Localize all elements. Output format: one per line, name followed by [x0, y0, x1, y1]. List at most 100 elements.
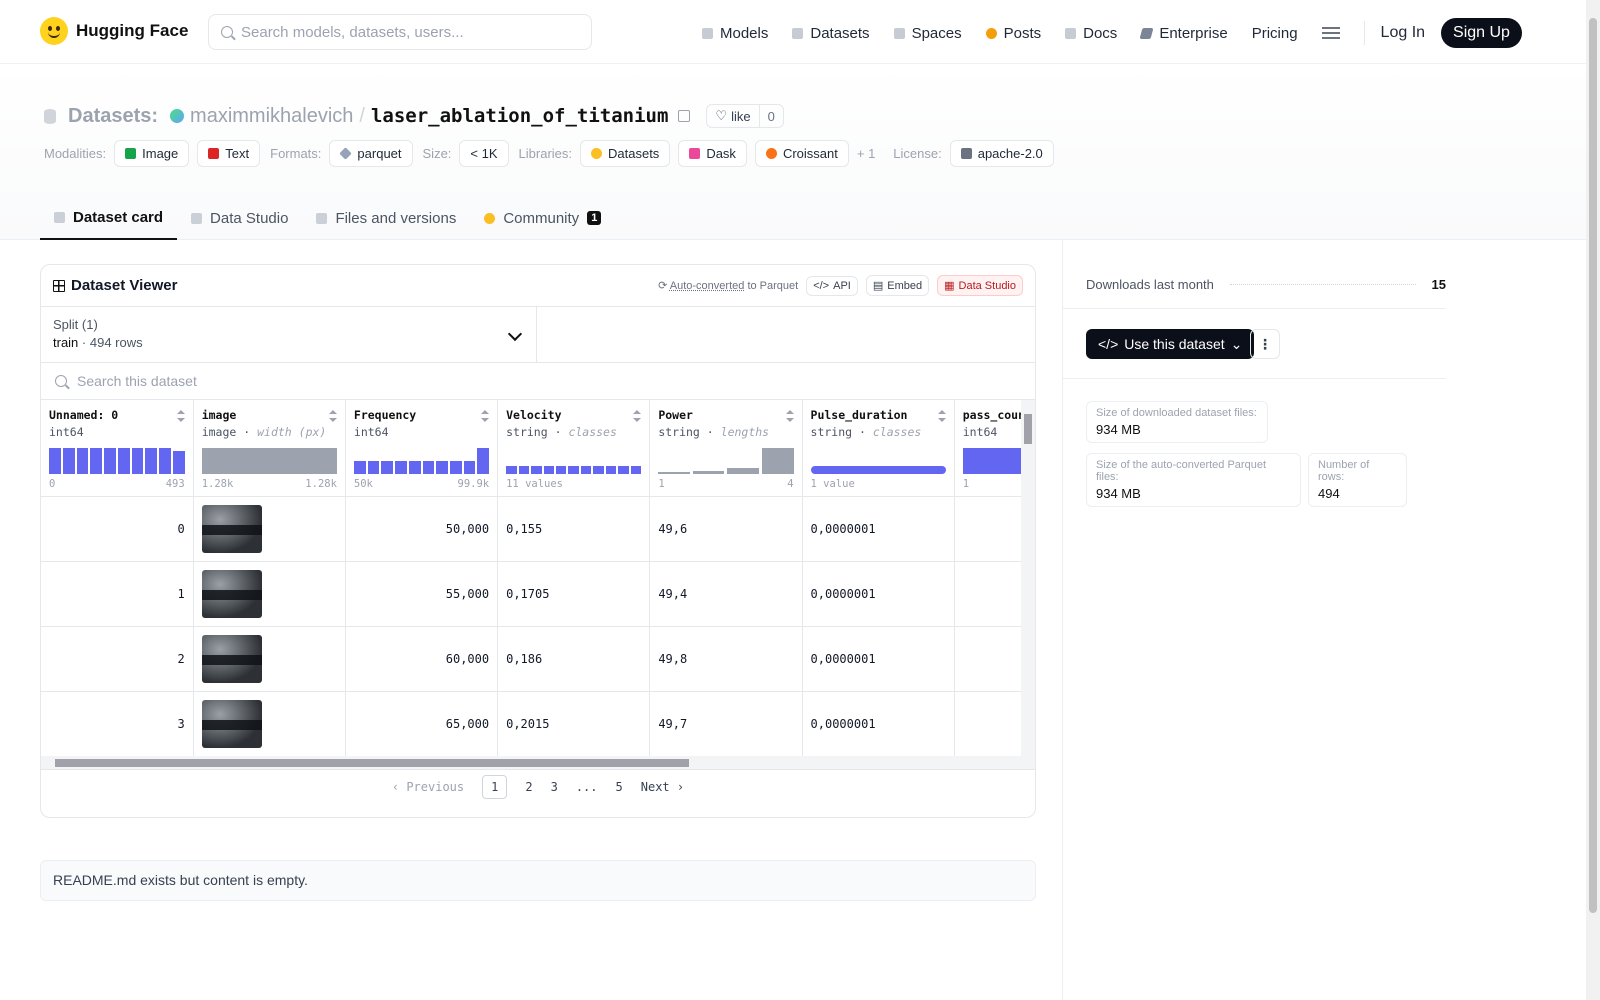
- tag-license[interactable]: apache-2.0: [949, 140, 1054, 167]
- sort-icon[interactable]: [481, 410, 490, 422]
- table-horizontal-scrollbar[interactable]: [41, 756, 1035, 770]
- dask-icon: [689, 148, 701, 159]
- range-min: 1.28k: [201, 478, 234, 490]
- nav-pricing[interactable]: Pricing: [1252, 25, 1298, 42]
- tag-dask[interactable]: Dask: [678, 140, 747, 167]
- dataset-search-input[interactable]: Search this dataset: [41, 363, 1035, 400]
- cell-pulse-duration: 0,0000001: [802, 691, 955, 756]
- viewer-title: Dataset Viewer: [53, 277, 177, 294]
- column-type: string · classes: [810, 425, 922, 439]
- cell-velocity: 0,2015: [497, 691, 651, 756]
- image-thumbnail[interactable]: [201, 699, 262, 748]
- cell-image: [193, 561, 346, 627]
- table-vertical-scrollbar[interactable]: [1021, 400, 1035, 756]
- range-max: 493: [165, 478, 185, 490]
- tab-community-label: Community: [503, 209, 580, 227]
- croissant-icon: [765, 148, 777, 159]
- tag-size[interactable]: < 1K: [459, 140, 509, 167]
- more-menu-icon[interactable]: [1321, 27, 1340, 39]
- breadcrumb-section[interactable]: Datasets:: [68, 104, 159, 127]
- sort-icon[interactable]: [937, 410, 946, 422]
- page-button[interactable]: 1: [482, 775, 508, 799]
- column-header[interactable]: Frequency int64 50k 99.9k: [345, 400, 499, 497]
- range-max: 99.9k: [457, 478, 490, 490]
- refresh-icon: ⟳: [658, 280, 668, 292]
- cell-velocity: 0,186: [497, 626, 651, 692]
- column-name: Velocity: [506, 408, 562, 422]
- image-thumbnail[interactable]: [201, 569, 262, 618]
- column-histogram: [506, 448, 642, 474]
- nav-posts[interactable]: Posts: [985, 25, 1041, 42]
- table-row[interactable]: 1 55,000 0,1705 49,4 0,0000001: [41, 561, 1035, 627]
- page-button[interactable]: 2: [525, 780, 533, 794]
- tag-parquet[interactable]: parquet: [329, 140, 413, 167]
- nav-datasets[interactable]: Datasets: [792, 25, 870, 42]
- readme-notice: README.md exists but content is empty.: [40, 860, 1036, 901]
- copy-icon[interactable]: [678, 110, 691, 122]
- repo-name[interactable]: laser_ablation_of_titanium: [370, 105, 669, 127]
- scrollbar-thumb[interactable]: [1589, 18, 1597, 913]
- viewer-title-label: Dataset Viewer: [71, 277, 178, 294]
- tag-image[interactable]: Image: [114, 140, 190, 167]
- grid-icon: [893, 27, 905, 39]
- page-button[interactable]: 3: [550, 780, 558, 794]
- next-page-button[interactable]: Next ›: [640, 780, 685, 794]
- auto-converted-link[interactable]: Auto-converted: [669, 280, 745, 292]
- table-row[interactable]: 2 60,000 0,186 49,8 0,0000001: [41, 626, 1035, 692]
- nav-models[interactable]: Models: [702, 25, 768, 42]
- column-type: int64: [49, 425, 185, 439]
- sort-icon[interactable]: [633, 410, 642, 422]
- use-dataset-button[interactable]: </> Use this dataset ⌄: [1086, 329, 1255, 359]
- scrollbar-thumb[interactable]: [1024, 414, 1032, 444]
- image-thumbnail[interactable]: [201, 634, 262, 683]
- nav-divider: [1363, 21, 1365, 45]
- tag-text[interactable]: Text: [197, 140, 261, 167]
- table-row[interactable]: 3 65,000 0,2015 49,7 0,0000001: [41, 691, 1035, 756]
- tab-dataset-card[interactable]: Dataset card: [40, 196, 178, 240]
- more-libraries[interactable]: + 1: [856, 146, 876, 161]
- column-header[interactable]: Pulse_duration string · classes 1 value: [802, 400, 955, 497]
- column-range: 0 493: [49, 478, 185, 490]
- top-navbar: Hugging Face Search models, datasets, us…: [0, 0, 1586, 64]
- nav-spaces[interactable]: Spaces: [893, 25, 962, 42]
- sort-icon[interactable]: [176, 410, 185, 422]
- tag-croissant[interactable]: Croissant: [754, 140, 849, 167]
- data-studio-button[interactable]: ▦ Data Studio: [937, 275, 1023, 296]
- column-type-label: string: [658, 425, 700, 439]
- table-row[interactable]: 0 50,000 0,155 49,6 0,0000001: [41, 496, 1035, 562]
- api-button[interactable]: </> API: [806, 275, 858, 296]
- nav-docs[interactable]: Docs: [1065, 25, 1117, 42]
- page-button[interactable]: 5: [615, 780, 623, 794]
- tag-croissant-label: Croissant: [782, 146, 838, 161]
- previous-page-button[interactable]: ‹ Previous: [391, 780, 465, 794]
- tab-data-studio[interactable]: Data Studio: [177, 196, 302, 240]
- scrollbar-thumb[interactable]: [55, 759, 689, 767]
- avatar[interactable]: [170, 109, 185, 123]
- tab-files[interactable]: Files and versions: [302, 196, 470, 240]
- like-button[interactable]: ♡ like 0: [706, 104, 784, 128]
- image-thumbnail[interactable]: [201, 504, 262, 553]
- sort-icon[interactable]: [328, 410, 337, 422]
- global-search-input[interactable]: Search models, datasets, users...: [208, 14, 592, 50]
- column-header[interactable]: image image · width (px) 1.28k 1.28k: [193, 400, 346, 497]
- column-header[interactable]: Unnamed: 0 int64 0 493: [41, 400, 194, 497]
- database-icon: [792, 27, 804, 39]
- split-selector[interactable]: Split (1) train · 494 rows: [41, 307, 537, 362]
- page-scrollbar[interactable]: [1586, 0, 1600, 1000]
- cell-power: 49,7: [649, 691, 803, 756]
- tag-datasets-lib[interactable]: Datasets: [580, 140, 671, 167]
- nav-enterprise[interactable]: Enterprise: [1139, 25, 1228, 42]
- embed-button[interactable]: ▤ Embed: [865, 275, 930, 296]
- column-header[interactable]: Velocity string · classes 11 values: [497, 400, 651, 497]
- breadcrumb-owner[interactable]: maximmikhalevich: [190, 104, 354, 127]
- brand-name: Hugging Face: [76, 21, 189, 40]
- login-link[interactable]: Log In: [1380, 24, 1426, 41]
- split-value: train · 494 rows: [53, 335, 143, 350]
- signup-button[interactable]: Sign Up: [1441, 18, 1522, 48]
- tab-community[interactable]: Community 1: [470, 196, 615, 240]
- like-label: like: [731, 108, 751, 124]
- brand-logo[interactable]: Hugging Face: [40, 17, 188, 45]
- sort-icon[interactable]: [785, 410, 794, 422]
- more-options-button[interactable]: ⋮: [1250, 329, 1280, 359]
